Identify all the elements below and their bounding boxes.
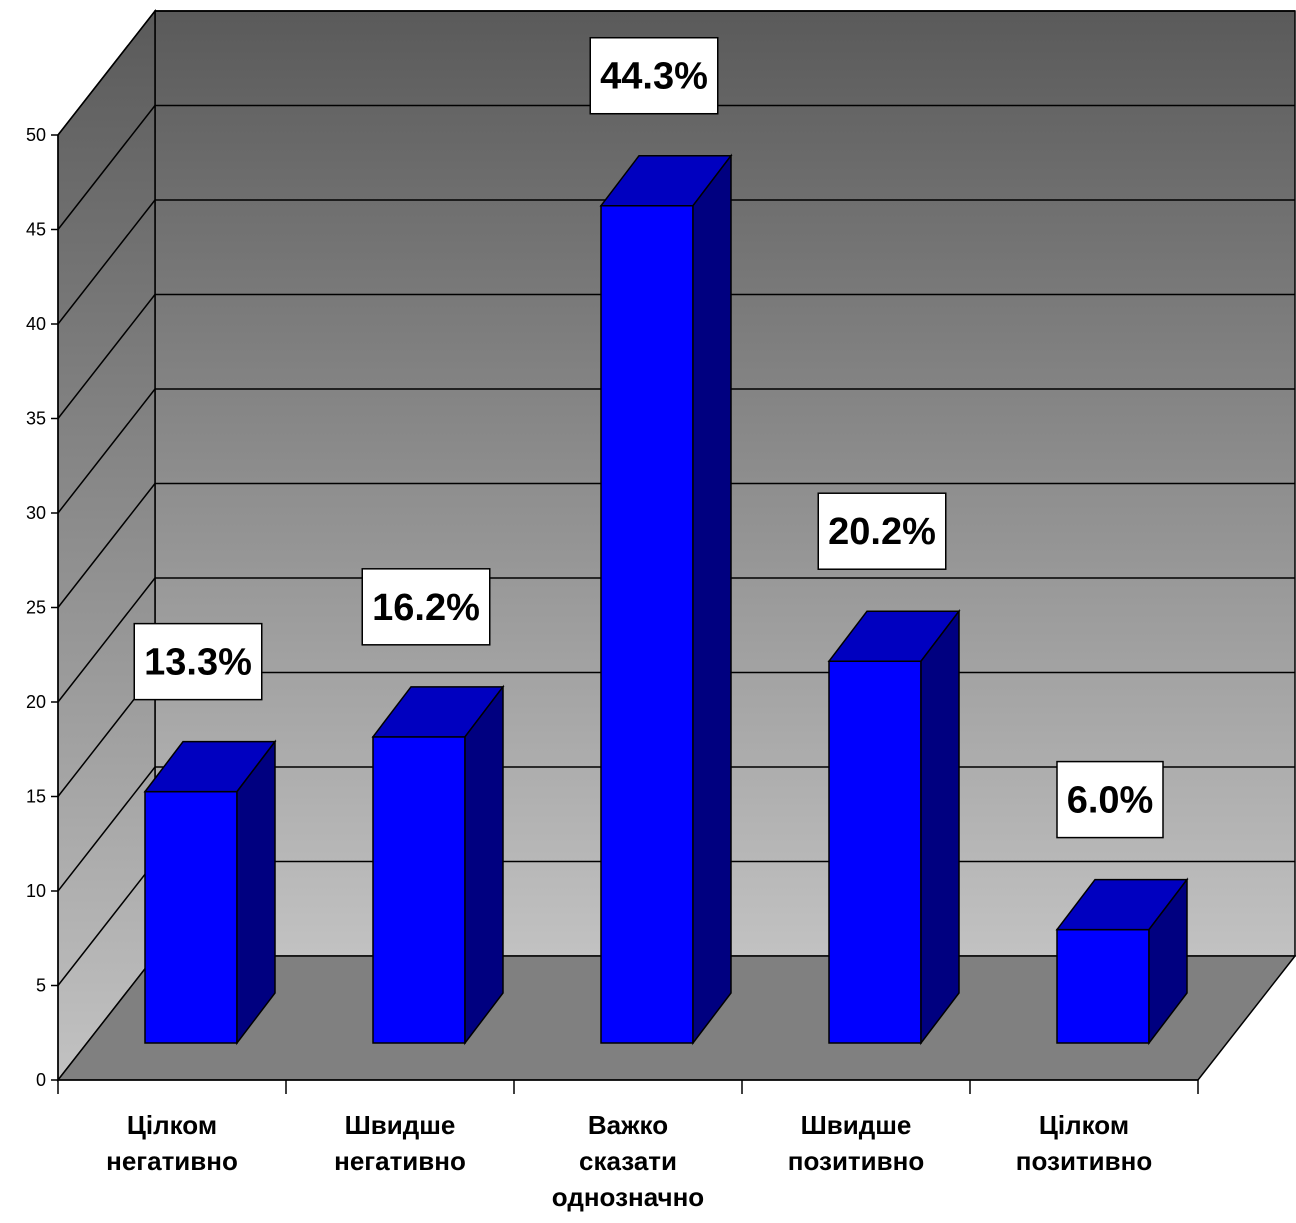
y-tick-label: 50 xyxy=(26,125,46,145)
bar-front xyxy=(372,736,466,1044)
y-tick-label: 0 xyxy=(36,1070,46,1090)
category-label-line: Важко xyxy=(588,1110,668,1140)
y-tick-label: 25 xyxy=(26,598,46,618)
data-label-text: 13.3% xyxy=(144,642,252,684)
category-label-line: позитивно xyxy=(1016,1146,1152,1176)
data-label-box xyxy=(1056,760,1164,839)
data-label: 6.0% xyxy=(1056,760,1164,839)
data-label: 20.2% xyxy=(817,492,947,570)
gridline-side xyxy=(57,199,156,325)
y-tick-label: 5 xyxy=(36,976,46,996)
gridline-side xyxy=(57,388,156,514)
gridline-side xyxy=(57,577,156,703)
data-label: 13.3% xyxy=(133,622,263,701)
axes: 0 5 10 15 20 25 30 35 40 45 50 xyxy=(26,125,1199,1094)
category-label-line: Цілком xyxy=(127,1110,217,1140)
data-label-box xyxy=(817,492,947,570)
y-tick-label: 20 xyxy=(26,692,46,712)
data-label: 44.3% xyxy=(589,36,719,115)
bar-front xyxy=(828,660,922,1044)
category-label-line: Швидше xyxy=(801,1110,912,1140)
category-label-line: Швидше xyxy=(345,1110,456,1140)
data-label-box xyxy=(361,568,491,646)
gridline-side xyxy=(57,861,156,986)
gridline-side xyxy=(57,10,156,136)
gridline-side xyxy=(57,105,156,230)
y-tick-label: 40 xyxy=(26,314,46,334)
category-label-line: позитивно xyxy=(788,1146,924,1176)
data-label: 16.2% xyxy=(361,568,491,646)
bars xyxy=(143,153,1189,1046)
gridline-side xyxy=(57,483,156,608)
data-label-text: 20.2% xyxy=(828,511,936,553)
bar-side xyxy=(692,153,732,1046)
bar-front xyxy=(144,790,238,1044)
bar-side xyxy=(920,608,960,1046)
category-label-line: сказати xyxy=(579,1146,677,1176)
data-labels: 13.3% 16.2% 44.3% 20.2% 6.0% xyxy=(133,36,1164,839)
category-label: Швидше позитивно xyxy=(788,1110,924,1176)
category-label: Важко сказати однозначно xyxy=(552,1110,704,1212)
bar xyxy=(1055,877,1189,1046)
category-label-line: Цілком xyxy=(1039,1110,1129,1140)
category-labels: Цілком негативно Швидше негативно Важко сказа… xyxy=(106,1110,1152,1212)
category-label: Цілком позитивно xyxy=(1016,1110,1152,1176)
y-tick-label: 30 xyxy=(26,503,46,523)
data-label-text: 16.2% xyxy=(372,587,480,629)
bar xyxy=(371,684,505,1046)
gridline-side xyxy=(57,294,156,419)
bar-side xyxy=(464,684,504,1046)
y-tick-label: 35 xyxy=(26,409,46,429)
gridline-side xyxy=(57,766,156,892)
data-label-box xyxy=(589,36,719,115)
bar-front xyxy=(600,204,694,1044)
bar-front xyxy=(1056,928,1150,1044)
y-tick-label: 45 xyxy=(26,220,46,240)
category-label-line: негативно xyxy=(106,1146,238,1176)
category-label-line: однозначно xyxy=(552,1182,704,1212)
category-label: Швидше негативно xyxy=(334,1110,466,1176)
y-tick-label: 15 xyxy=(26,787,46,807)
category-label-line: негативно xyxy=(334,1146,466,1176)
data-label-box xyxy=(133,622,263,701)
bar xyxy=(599,153,733,1046)
bar-side xyxy=(1148,877,1188,1046)
data-label-text: 6.0% xyxy=(1067,780,1154,822)
bar-side xyxy=(236,739,276,1046)
data-label-text: 44.3% xyxy=(600,56,708,98)
category-label: Цілком негативно xyxy=(106,1110,238,1176)
bar xyxy=(827,608,961,1046)
bar xyxy=(143,739,277,1046)
y-tick-label: 10 xyxy=(26,881,46,901)
